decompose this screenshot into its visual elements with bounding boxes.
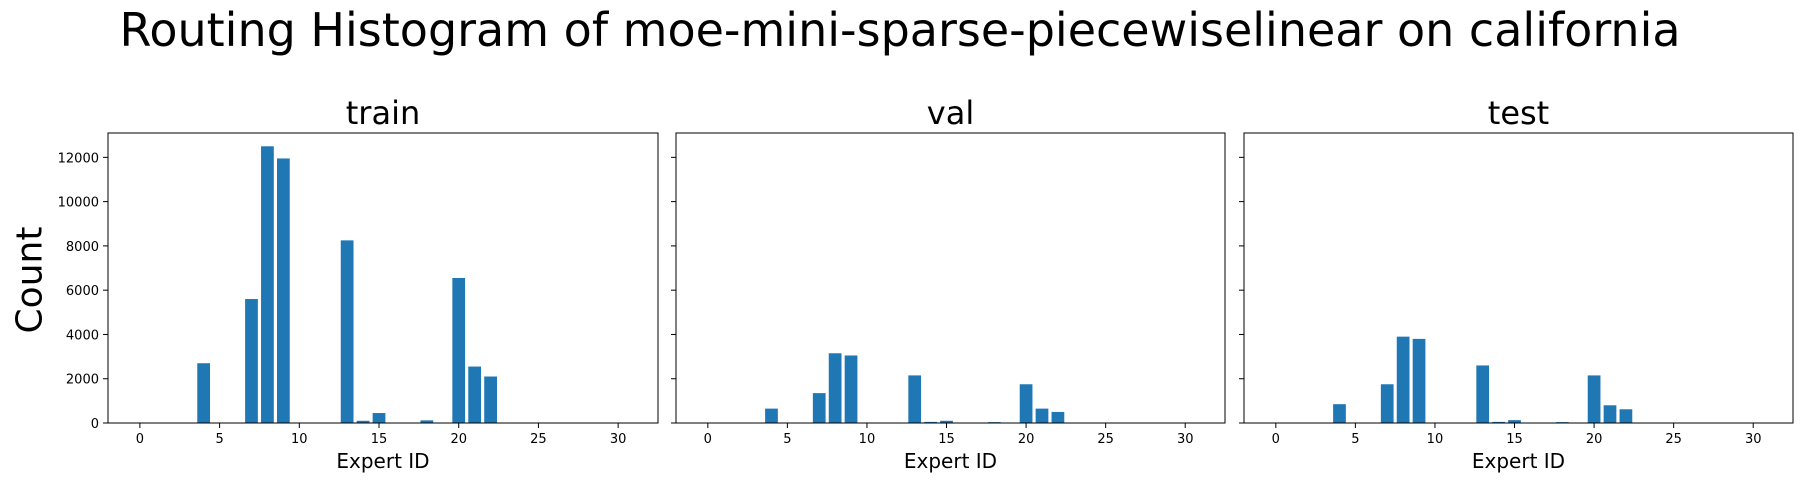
x-tick-label: 30 — [610, 432, 627, 447]
x-tick-label: 15 — [938, 432, 955, 447]
subplot-title-test: test — [1488, 94, 1549, 132]
bar-val-expert-4 — [765, 408, 778, 423]
y-tick-label: 8000 — [66, 240, 99, 255]
x-tick-label: 30 — [1177, 432, 1194, 447]
bar-test-expert-14 — [1492, 421, 1505, 423]
x-axis-label: Expert ID — [336, 449, 429, 473]
y-tick-label: 12000 — [58, 151, 99, 166]
x-tick-label: 5 — [215, 432, 223, 447]
bar-test-expert-21 — [1603, 405, 1617, 423]
x-tick-label: 30 — [1745, 432, 1762, 447]
bar-val-expert-7 — [812, 393, 826, 423]
x-tick-label: 25 — [1665, 432, 1682, 447]
bar-val-expert-13 — [908, 375, 922, 423]
x-axis-label: Expert ID — [1472, 449, 1565, 473]
x-axis-label: Expert ID — [904, 449, 997, 473]
chart-suptitle: Routing Histogram of moe-mini-sparse-pie… — [119, 3, 1681, 57]
bar-train-expert-14 — [356, 420, 370, 423]
y-tick-label: 10000 — [58, 196, 99, 211]
bar-train-expert-15 — [372, 413, 386, 423]
bar-val-expert-8 — [828, 353, 842, 423]
bar-train-expert-22 — [484, 376, 497, 423]
y-tick-label: 4000 — [66, 328, 99, 343]
x-tick-label: 10 — [291, 432, 308, 447]
x-tick-label: 20 — [450, 432, 467, 447]
x-tick-label: 15 — [1506, 432, 1523, 447]
x-tick-label: 15 — [371, 432, 388, 447]
bar-test-expert-8 — [1396, 336, 1410, 423]
y-tick-label: 6000 — [66, 284, 99, 299]
bar-val-expert-21 — [1035, 408, 1049, 423]
x-tick-label: 25 — [530, 432, 547, 447]
axes-frame-train — [107, 132, 659, 424]
x-tick-label: 20 — [1586, 432, 1603, 447]
bar-test-expert-7 — [1380, 384, 1394, 423]
x-tick-label: 10 — [1427, 432, 1444, 447]
bar-test-expert-13 — [1476, 365, 1490, 423]
bar-train-expert-9 — [276, 158, 290, 423]
x-tick-label: 0 — [136, 432, 144, 447]
x-tick-label: 10 — [859, 432, 876, 447]
bar-train-expert-7 — [245, 299, 258, 423]
x-tick-label: 20 — [1018, 432, 1035, 447]
bar-test-expert-22 — [1619, 409, 1633, 423]
bar-val-expert-22 — [1051, 411, 1065, 423]
bar-train-expert-8 — [261, 146, 274, 423]
bar-train-expert-4 — [197, 363, 211, 423]
y-tick-label: 2000 — [66, 373, 99, 388]
bar-train-expert-21 — [468, 366, 482, 423]
bar-val-expert-9 — [844, 355, 858, 423]
bar-train-expert-18 — [420, 420, 434, 423]
x-tick-label: 25 — [1097, 432, 1114, 447]
bar-val-expert-20 — [1019, 384, 1033, 423]
bar-test-expert-4 — [1333, 404, 1346, 423]
axes-frame-test — [1243, 132, 1794, 424]
x-tick-label: 0 — [704, 432, 712, 447]
x-tick-label: 5 — [783, 432, 791, 447]
bar-train-expert-13 — [340, 240, 354, 423]
bar-val-expert-15 — [940, 420, 953, 423]
bar-test-expert-9 — [1412, 338, 1426, 423]
bar-test-expert-20 — [1587, 375, 1601, 423]
bar-train-expert-20 — [452, 278, 466, 423]
y-tick-label: 0 — [91, 417, 99, 432]
subplot-title-val: val — [927, 94, 974, 132]
x-tick-label: 0 — [1272, 432, 1280, 447]
axes-frame-val — [675, 132, 1226, 424]
bar-val-expert-14 — [924, 421, 937, 423]
bar-test-expert-15 — [1508, 420, 1521, 423]
subplot-title-train: train — [346, 94, 420, 132]
x-tick-label: 5 — [1351, 432, 1359, 447]
